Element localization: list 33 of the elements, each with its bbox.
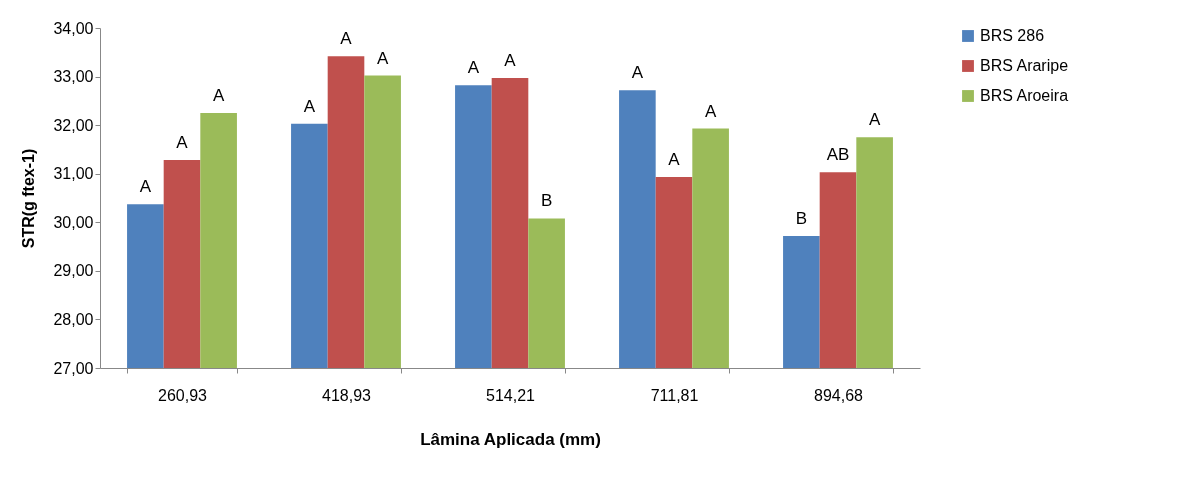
- data-label: A: [668, 150, 681, 170]
- y-tick-label: 34,00: [53, 19, 94, 37]
- data-label: A: [704, 101, 717, 121]
- data-label: A: [303, 96, 316, 116]
- data-label: A: [176, 133, 189, 153]
- y-tick-label: 28,00: [53, 310, 94, 328]
- y-tick-label: 29,00: [53, 262, 94, 280]
- legend-label: BRS Araripe: [980, 57, 1069, 74]
- data-label: A: [340, 29, 353, 49]
- data-label: B: [795, 208, 808, 228]
- y-tick-label: 27,00: [53, 359, 94, 377]
- x-axis-title: Lâmina Aplicada (mm): [420, 429, 601, 449]
- data-label: B: [540, 191, 553, 211]
- data-label: A: [631, 63, 644, 83]
- data-label: A: [868, 110, 881, 130]
- x-tick-label: 260,93: [158, 386, 208, 404]
- x-tick-label: 711,81: [650, 386, 699, 404]
- data-label: A: [467, 58, 480, 78]
- y-tick-label: 32,00: [53, 116, 94, 134]
- data-label: A: [376, 48, 389, 68]
- data-label: AB: [826, 145, 850, 165]
- data-label: A: [504, 51, 517, 71]
- y-tick-label: 31,00: [53, 165, 94, 183]
- data-label: A: [212, 86, 225, 105]
- y-tick-label: 30,00: [53, 213, 94, 231]
- data-label: A: [139, 177, 152, 197]
- legend-label: BRS 286: [980, 27, 1045, 44]
- x-tick-label: 418,93: [322, 386, 372, 404]
- x-tick-label: 894,68: [814, 386, 864, 404]
- legend-label: BRS Aroeira: [980, 87, 1069, 104]
- y-axis-title: STR(g ftex-1): [20, 148, 38, 249]
- y-tick-label: 33,00: [53, 68, 94, 86]
- x-tick-label: 514,21: [486, 386, 536, 404]
